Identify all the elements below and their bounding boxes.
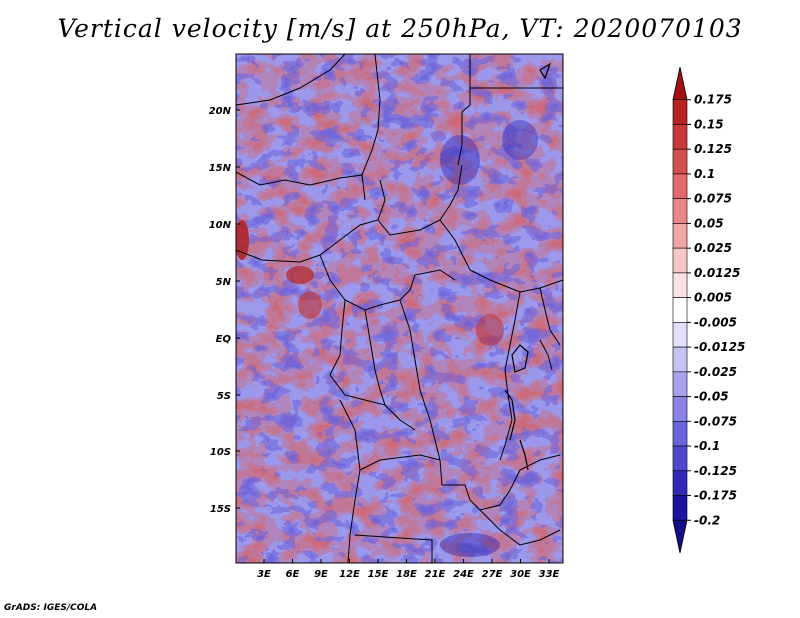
colorbar-swatch [672,470,688,496]
colorbar-swatch [672,297,688,323]
colorbar-level-label: 0.125 [694,142,732,156]
colorbar-swatch [672,396,688,422]
colorbar-swatch [672,99,688,125]
lat-tick-label: 5S [217,391,231,402]
colorbar-level-label: -0.175 [694,489,737,503]
colorbar-level-label: -0.125 [694,464,737,478]
lat-tick-label: 10N [209,220,232,231]
colorbar-swatch [672,198,688,224]
velocity-field [236,54,563,563]
lon-tick-label: 6E [286,569,300,580]
lat-tick-label: 5N [216,277,232,288]
colorbar-swatch [672,124,688,150]
colorbar-swatch [672,322,688,348]
latitude-axis: 20N 15N 10N 5N EQ 5S 10S 15S [209,106,240,515]
colorbar-top-arrow [672,66,688,101]
colorbar-level-label: 0.0125 [694,266,740,280]
lon-tick-label: 21E [425,569,446,580]
colorbar-swatch [672,445,688,472]
colorbar-level-label: 0.025 [694,241,732,255]
lon-tick-label: 12E [339,569,360,580]
lat-tick-label: 10S [210,447,231,458]
colorbar-level-label: -0.075 [694,414,737,428]
lon-tick-label: 30E [510,569,531,580]
longitude-axis: 3E 6E 9E 12E 15E 18E 21E 24E 27E 30E 33E [257,559,560,580]
colorbar-swatch [672,421,688,447]
colorbar-level-label: -0.025 [694,365,737,379]
colorbar-swatch [672,272,688,298]
colorbar-level-label: -0.05 [694,390,729,404]
colorbar-swatch [672,223,688,249]
colorbar-level-label: 0.075 [694,192,732,206]
colorbar-swatch [672,495,688,521]
colorbar-bottom-arrow [672,519,688,554]
colorbar-level-label: 0.175 [694,93,732,107]
lat-tick-label: 20N [209,106,232,117]
colorbar-level-label: 0.05 [694,216,724,230]
colorbar-level-label: -0.0125 [694,340,745,354]
colorbar-swatch [672,148,688,175]
lat-tick-label: EQ [216,334,232,345]
colorbar-swatch [672,247,688,274]
colorbar: 0.175 0.15 0.125 0.1 0.075 0.05 0.025 0.0125 0.0… [672,66,745,554]
colorbar-level-label: -0.2 [694,513,720,527]
lon-tick-label: 18E [396,569,417,580]
map-frame [235,53,564,564]
colorbar-swatch [672,371,688,397]
lat-tick-label: 15N [209,163,232,174]
map-title: Vertical velocity [m/s] at 250hPa, VT: 2… [57,14,743,43]
colorbar-swatch [672,346,688,373]
lon-tick-label: 9E [314,569,328,580]
lon-tick-label: 15E [368,569,389,580]
lon-tick-label: 24E [453,569,474,580]
colorbar-level-label: -0.005 [694,315,737,329]
colorbar-level-label: 0.005 [694,291,732,305]
colorbar-level-label: 0.15 [694,117,724,131]
colorbar-level-label: 0.1 [694,167,715,181]
lon-tick-label: 33E [539,569,560,580]
colorbar-level-label: -0.1 [694,439,720,453]
lakes [504,62,552,471]
lon-tick-label: 27E [482,569,503,580]
grads-credit: GrADS: IGES/COLA [4,603,98,613]
colorbar-swatch [672,173,688,199]
country-borders [236,54,563,563]
lat-tick-label: 15S [210,504,231,515]
lon-tick-label: 3E [257,569,271,580]
